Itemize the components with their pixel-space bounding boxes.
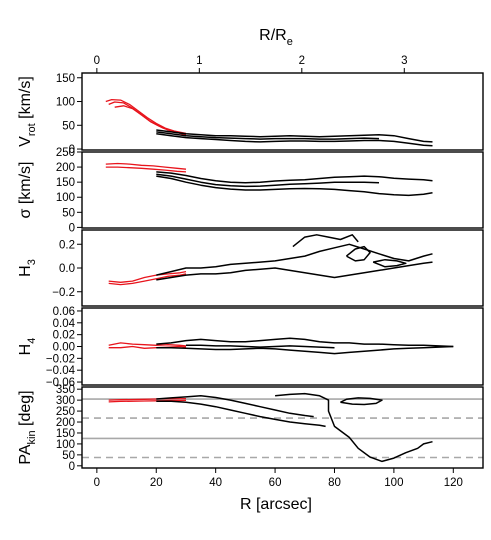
ytick-label-h4-6: 0.06 <box>53 306 75 318</box>
xtick-label-2: 40 <box>209 477 222 489</box>
top-axis-label: R/Re <box>259 27 293 48</box>
ytick-label-h4-5: 0.04 <box>53 318 76 330</box>
ytick-label-vrot-3: 150 <box>56 73 75 85</box>
ytick-label-pakin-0: 0 <box>69 461 75 473</box>
series-h4-5 <box>186 344 335 349</box>
series-pakin-3 <box>156 395 314 418</box>
ytick-label-pakin-5: 250 <box>56 406 75 418</box>
series-h3-6 <box>345 245 371 262</box>
frame-h3 <box>81 229 484 307</box>
series-sigma-2 <box>105 166 187 173</box>
xtick-label-3: 60 <box>269 477 282 489</box>
xtick-label-6: 120 <box>444 477 463 489</box>
ytick-label-pakin-3: 150 <box>56 428 75 440</box>
series-h3-7 <box>372 258 407 268</box>
series-sigma-5 <box>156 175 433 197</box>
series-h3-1 <box>108 270 187 283</box>
top-tick-label-0: 0 <box>94 55 100 67</box>
series-vrot-1 <box>105 98 187 135</box>
series-h4-4 <box>156 345 454 355</box>
series-pakin-5 <box>275 392 433 463</box>
series-sigma-3 <box>156 171 433 184</box>
ytick-label-h4-4: 0.02 <box>53 330 75 342</box>
ytick-label-h3-0: −0.2 <box>52 287 75 299</box>
ytick-label-h4-1: −0.04 <box>46 365 76 377</box>
frame-sigma <box>81 151 484 229</box>
series-vrot-5 <box>156 133 433 147</box>
series-vrot-6 <box>156 131 380 140</box>
ylabel-h3: H3 <box>17 259 38 277</box>
xtick-label-4: 80 <box>328 477 341 489</box>
panel-sigma: 0 50 100 150 200 250 σ [km/s] <box>17 147 484 234</box>
ytick-label-pakin-4: 200 <box>56 417 75 429</box>
ytick-label-sigma-5: 250 <box>56 147 75 159</box>
top-tick-label-3: 3 <box>401 55 407 67</box>
xtick-label-5: 100 <box>384 477 403 489</box>
top-axis: 0 1 2 3 <box>94 55 407 73</box>
ytick-label-sigma-0: 0 <box>69 222 75 234</box>
ytick-label-h3-1: 0.0 <box>59 263 75 275</box>
ytick-label-vrot-2: 100 <box>56 97 75 109</box>
ytick-label-pakin-7: 350 <box>56 384 75 396</box>
frame-pakin <box>81 386 484 469</box>
series-pakin-6 <box>340 397 383 406</box>
top-tick-label-2: 2 <box>299 55 305 67</box>
series-sigma-4 <box>156 173 380 188</box>
ylabel-h4: H4 <box>17 338 38 356</box>
ytick-label-sigma-2: 100 <box>56 192 75 204</box>
series-pakin-1 <box>108 397 187 401</box>
bottom-axis: 0 20 40 60 80 100 120 <box>94 468 463 489</box>
series-h4-2 <box>108 345 187 349</box>
top-tick-label-1: 1 <box>196 55 202 67</box>
ylabel-vrot: Vrot [km/s] <box>17 76 38 147</box>
series-h4-3 <box>156 337 454 348</box>
ytick-label-pakin-1: 50 <box>62 450 75 462</box>
panel-vrot: 0 50 100 150 Vrot [km/s] <box>17 72 484 156</box>
series-h3-4 <box>156 261 433 281</box>
series-sigma-1 <box>105 162 187 170</box>
xtick-label-1: 20 <box>150 477 163 489</box>
ytick-label-vrot-1: 50 <box>62 120 75 132</box>
frame-vrot <box>81 72 484 151</box>
ytick-label-vrot-0: 0 <box>69 144 75 156</box>
panel-h3: −0.2 0.0 0.2 H3 <box>17 229 484 307</box>
series-h3-2 <box>108 273 187 286</box>
ytick-label-h3-2: 0.2 <box>59 239 75 251</box>
series-h4-1 <box>108 342 187 347</box>
series-h3-3 <box>156 243 433 276</box>
ytick-label-pakin-6: 300 <box>56 395 75 407</box>
ytick-label-h4-3: 0.00 <box>53 342 75 354</box>
ytick-label-pakin-2: 100 <box>56 439 75 451</box>
xtick-label-0: 0 <box>94 477 100 489</box>
x-axis-label: R [arcsec] <box>240 496 312 513</box>
ytick-label-sigma-1: 50 <box>62 207 75 219</box>
series-vrot-3 <box>114 105 187 136</box>
ytick-label-sigma-4: 200 <box>56 162 75 174</box>
ylabel-sigma: σ [km/s] <box>17 162 34 219</box>
series-vrot-4 <box>156 129 433 143</box>
ytick-label-h4-2: −0.02 <box>46 353 75 365</box>
series-pakin-4 <box>156 400 326 428</box>
panel-h4: −0.06−0.04−0.020.000.020.040.06 H4 <box>17 306 484 389</box>
ytick-label-sigma-3: 150 <box>56 177 75 189</box>
ytick-label-h4-0: −0.06 <box>46 377 75 389</box>
series-h3-5 <box>292 234 359 248</box>
ylabel-pakin: PAkin [deg] <box>17 390 38 464</box>
series-pakin-2 <box>108 399 187 403</box>
